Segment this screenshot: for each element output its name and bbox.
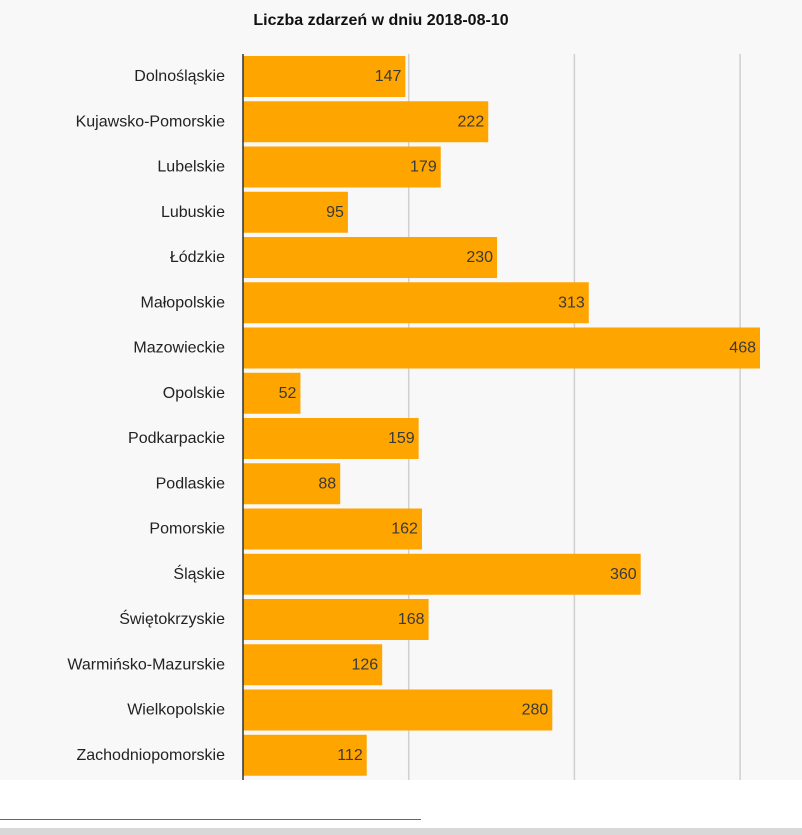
data-label: 222 xyxy=(458,113,485,130)
category-label: Małopolskie xyxy=(141,294,226,311)
category-label: Pomorskie xyxy=(149,521,225,538)
category-label: Wielkopolskie xyxy=(127,702,225,719)
category-label: Śląskie xyxy=(173,564,225,583)
bar xyxy=(243,463,341,505)
data-label: 52 xyxy=(279,385,297,402)
chart-title: Liczba zdarzeń w dniu 2018-08-10 xyxy=(253,12,509,29)
category-label: Podlaskie xyxy=(156,475,225,492)
bar-chart: 147 222 179 95 230 313 468 52 159 88 162 360 168 126 2… xyxy=(67,54,760,780)
data-label: 159 xyxy=(388,430,415,447)
data-label: 168 xyxy=(398,611,425,628)
bar xyxy=(243,553,641,595)
data-label: 88 xyxy=(318,475,336,492)
bar xyxy=(243,372,301,414)
category-label: Mazowieckie xyxy=(133,340,225,357)
data-label: 126 xyxy=(351,656,378,673)
category-label: Podkarpackie xyxy=(128,430,225,447)
data-label: 313 xyxy=(558,294,585,311)
data-label: 147 xyxy=(375,68,402,85)
bar xyxy=(243,237,498,278)
category-label: Łódzkie xyxy=(170,249,225,266)
category-label: Warmińsko-Mazurskie xyxy=(67,656,225,673)
label-layer: Dolnośląskie Kujawsko-Pomorskie Lubelskie L… xyxy=(67,68,225,764)
bar xyxy=(243,101,489,143)
category-label: Dolnośląskie xyxy=(134,68,225,85)
category-label: Kujawsko-Pomorskie xyxy=(76,113,225,130)
bar xyxy=(243,327,760,369)
bar-layer: 147 222 179 95 230 313 468 52 159 88 162 360 168 126 2… xyxy=(243,56,760,776)
category-label: Lubuskie xyxy=(161,204,225,221)
bar xyxy=(243,599,429,640)
bar xyxy=(243,734,367,776)
bar xyxy=(243,282,589,324)
bar xyxy=(243,418,419,459)
data-label: 468 xyxy=(729,340,756,357)
footer-bar xyxy=(0,828,802,835)
data-label: 360 xyxy=(610,566,637,583)
data-label: 179 xyxy=(410,159,437,176)
data-label: 162 xyxy=(391,521,418,538)
bar xyxy=(243,689,553,731)
data-label: 95 xyxy=(326,204,344,221)
bar xyxy=(243,644,383,686)
category-label: Opolskie xyxy=(163,385,225,402)
data-label: 230 xyxy=(466,249,493,266)
bar xyxy=(243,508,422,550)
category-label: Zachodniopomorskie xyxy=(76,747,225,764)
bar xyxy=(243,56,406,97)
category-label: Lubelskie xyxy=(157,159,225,176)
bar xyxy=(243,146,441,188)
data-label: 280 xyxy=(522,702,549,719)
chart-panel: Liczba zdarzeń w dniu 2018-08-10 147 222 1… xyxy=(67,12,760,780)
grid-layer xyxy=(407,54,741,780)
bar xyxy=(243,191,348,233)
category-label: Świętokrzyskie xyxy=(119,609,225,628)
data-label: 112 xyxy=(337,747,363,764)
footer-divider xyxy=(0,819,421,820)
